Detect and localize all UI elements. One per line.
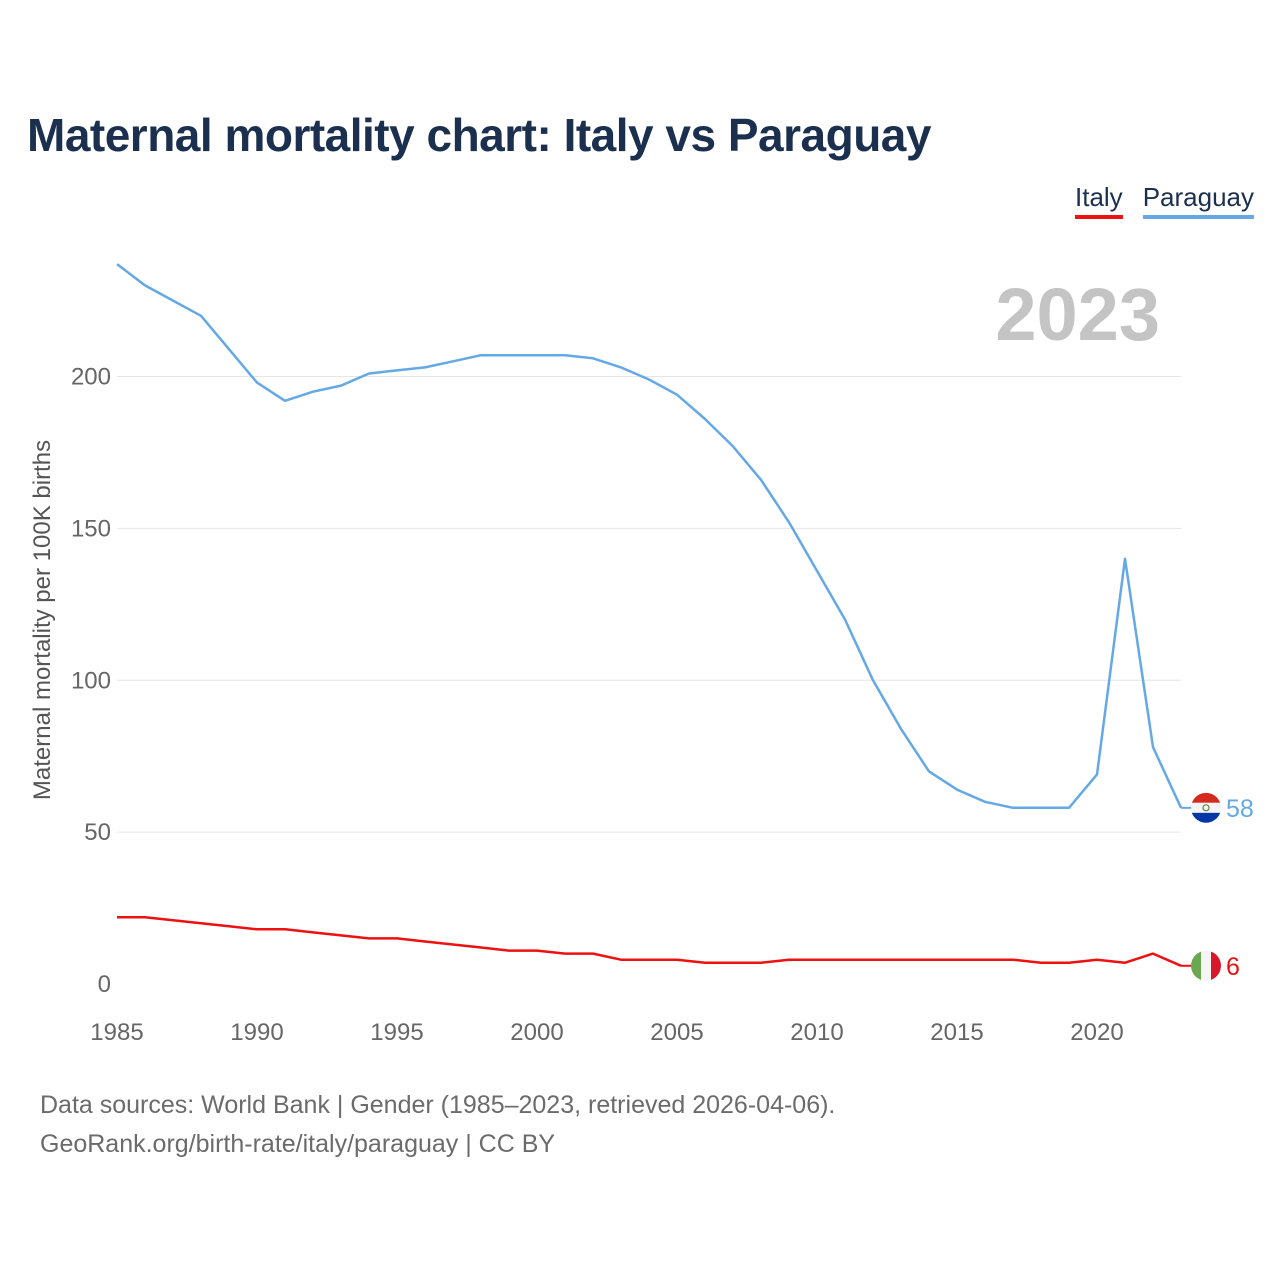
italy-flag-stripe-white bbox=[1201, 950, 1211, 981]
series-lines bbox=[116, 263, 1183, 967]
x-axis-ticks: 1985 1990 1995 2000 2005 2010 2015 2020 bbox=[90, 1019, 1123, 1046]
gridlines bbox=[117, 376, 1181, 833]
italy-flag-icon bbox=[1191, 950, 1221, 981]
y-tick-label-50: 50 bbox=[84, 819, 111, 846]
y-axis-ticks: 0 50 100 150 200 bbox=[71, 364, 111, 999]
x-tick-label-1985: 1985 bbox=[90, 1019, 143, 1046]
line-chart: 2023 0 50 100 150 200 1985 1990 1995 2000 2005 20… bbox=[29, 263, 1254, 1046]
x-tick-label-2000: 2000 bbox=[510, 1019, 563, 1046]
legend-item-paraguay[interactable]: Paraguay bbox=[1142, 182, 1254, 219]
series-end-markers: 6 58 bbox=[1181, 792, 1254, 981]
year-watermark: 2023 bbox=[995, 273, 1160, 356]
footer: Data sources: World Bank | Gender (1985–… bbox=[40, 1086, 835, 1164]
y-tick-label-100: 100 bbox=[71, 667, 111, 694]
x-tick-label-2015: 2015 bbox=[930, 1019, 983, 1046]
legend-item-italy[interactable]: Italy bbox=[1075, 182, 1123, 219]
y-tick-label-0: 0 bbox=[98, 971, 111, 998]
paraguay-flag-icon bbox=[1191, 792, 1221, 823]
series-line-italy bbox=[117, 915, 1182, 967]
legend: Italy Paraguay bbox=[1075, 182, 1254, 219]
y-tick-label-200: 200 bbox=[71, 364, 111, 391]
italy-flag-fill bbox=[1191, 950, 1221, 981]
italy-flag-stripe-green bbox=[1191, 950, 1201, 981]
paraguay-flag-stripe-red bbox=[1191, 792, 1221, 803]
footer-sources: Data sources: World Bank | Gender (1985–… bbox=[40, 1091, 836, 1119]
chart-title: Maternal mortality chart: Italy vs Parag… bbox=[27, 109, 931, 161]
italy-flag-stripe-red bbox=[1211, 950, 1221, 981]
x-tick-label-2020: 2020 bbox=[1070, 1019, 1123, 1046]
x-tick-label-2005: 2005 bbox=[650, 1019, 703, 1046]
end-value-label-italy: 6 bbox=[1226, 953, 1240, 981]
paraguay-flag-stripe-white bbox=[1191, 802, 1221, 813]
x-tick-label-1995: 1995 bbox=[370, 1019, 423, 1046]
end-value-label-paraguay: 58 bbox=[1226, 795, 1254, 823]
footer-credit[interactable]: GeoRank.org/birth-rate/italy/paraguay | … bbox=[40, 1130, 556, 1158]
x-tick-label-1990: 1990 bbox=[230, 1019, 283, 1046]
y-tick-label-150: 150 bbox=[71, 515, 111, 542]
paraguay-flag-fill bbox=[1191, 792, 1221, 823]
paraguay-flag-stripe-blue bbox=[1191, 812, 1221, 823]
x-tick-label-2010: 2010 bbox=[790, 1019, 843, 1046]
series-line-paraguay bbox=[116, 263, 1183, 810]
y-axis-label: Maternal mortality per 100K births bbox=[29, 440, 56, 800]
paraguay-flag-emblem bbox=[1202, 804, 1210, 812]
